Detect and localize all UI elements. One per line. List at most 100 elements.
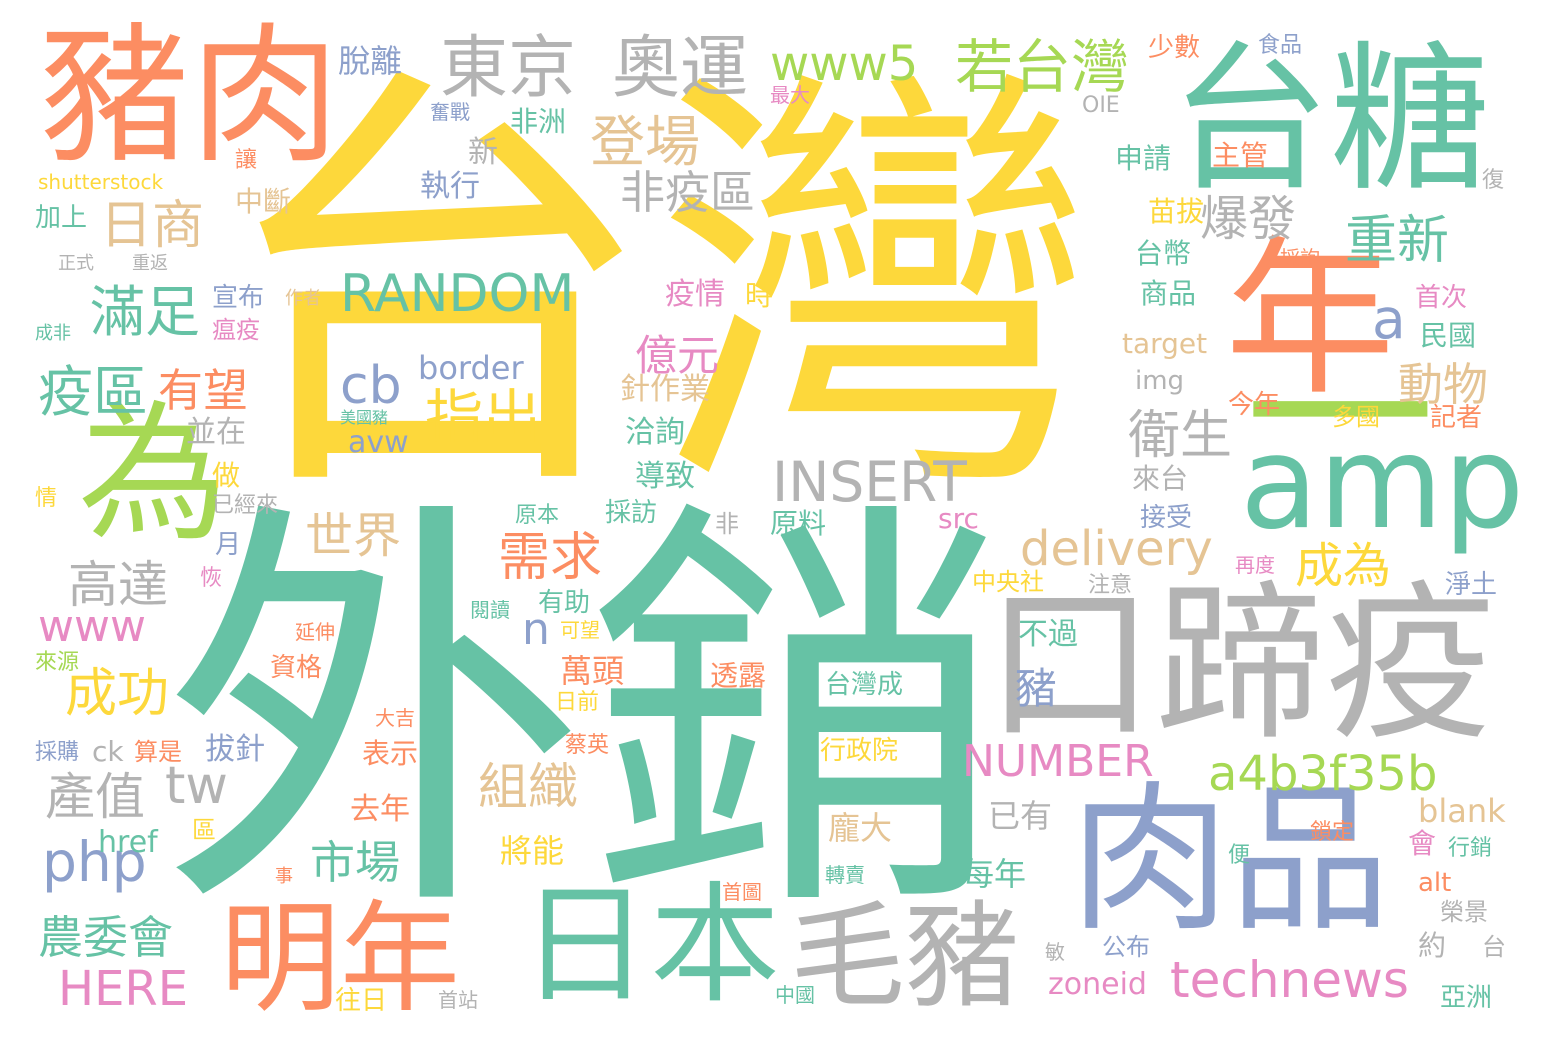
word-n: n [522, 604, 550, 655]
word-delivery: delivery [1020, 521, 1213, 577]
word-become-non: 成非 [35, 323, 71, 344]
word-php: php [42, 830, 147, 894]
word-taiwan: 台灣 [215, 34, 1095, 546]
word-olympics: 奧運 [612, 29, 749, 108]
word-expected: 可望 [560, 618, 600, 642]
word-www: www [38, 601, 146, 652]
word-non: 非 [715, 510, 739, 538]
word-month: 月 [215, 530, 242, 560]
word-restore: 復 [1482, 168, 1505, 193]
word-oie: OIE [1082, 93, 1120, 118]
word-purchase: 採購 [35, 740, 80, 765]
word-break-away: 脫離 [338, 42, 403, 80]
word-cb: cb [340, 356, 402, 416]
word-href: href [98, 825, 158, 860]
word-success: 成功 [65, 664, 170, 724]
word-this-year: 今年 [1228, 390, 1281, 420]
word-plague: 瘟疫 [212, 316, 260, 344]
word-organization: 組織 [478, 758, 578, 816]
word-will: 會 [1408, 827, 1437, 860]
word-again: 重新 [1345, 211, 1450, 271]
word-extend: 延伸 [295, 620, 335, 644]
word-become: 成為 [1295, 538, 1392, 594]
word-authority: 主管 [1212, 139, 1269, 172]
word-output-value: 產值 [45, 768, 145, 826]
word-new: 新 [468, 135, 498, 170]
word-blank: blank [1418, 792, 1506, 830]
word-minority: 少數 [1148, 33, 1201, 63]
word-epidemic-zone: 疫區 [38, 360, 149, 424]
word-us-pork: 美國豬 [340, 408, 389, 427]
word-reveal: 透露 [710, 659, 767, 692]
word-avw: avw [348, 425, 409, 460]
word-tai: 台 [1482, 933, 1506, 961]
word-hog: 毛豬 [790, 890, 1021, 1024]
word-zoneid: zoneid [1048, 967, 1147, 1002]
word-raw-material: 原料 [770, 507, 827, 540]
word-health: 衛生 [1128, 406, 1233, 466]
word-cause: 導致 [635, 459, 695, 494]
word-sensitive: 敏 [1045, 940, 1065, 964]
word-originally: 原本 [515, 503, 560, 528]
word-yi: 一 [1245, 307, 1436, 528]
word-apply: 申請 [1115, 142, 1172, 175]
word-first-image: 首圖 [722, 880, 762, 904]
word-district: 區 [192, 816, 216, 844]
word-huge: 龐大 [828, 809, 893, 847]
word-roc: 民國 [1420, 319, 1477, 352]
word-amp: amp [1240, 409, 1525, 558]
word-point-out: 指出 [425, 383, 542, 451]
word-animal: 動物 [1398, 358, 1489, 411]
word-up-to: 高達 [68, 556, 168, 614]
word-read: 閱讀 [470, 598, 510, 622]
word-epidemic: 疫情 [665, 277, 725, 312]
word-demand: 需求 [498, 528, 603, 588]
word-recover: 恢 [200, 566, 223, 591]
word-billion: 億元 [635, 331, 720, 380]
word-a: a [1372, 287, 1406, 351]
word-marketing: 行銷 [1448, 836, 1493, 861]
word-already-came: 已經來 [212, 493, 279, 518]
word-africa: 非洲 [510, 105, 567, 138]
word-hopeful: 有望 [158, 364, 249, 417]
word-japanese-firm: 日商 [100, 196, 205, 256]
word-pork: 豬肉 [40, 10, 341, 184]
word-commodity: 商品 [1140, 277, 1197, 310]
word-ten-thousand-head: 萬頭 [560, 652, 625, 690]
word-world: 世界 [305, 508, 402, 564]
word-battle: 奮戰 [430, 100, 470, 124]
word-resell: 轉賣 [825, 863, 865, 887]
word-interview: 採訪 [605, 498, 658, 528]
word-good-luck: 大吉 [375, 706, 415, 730]
word-once-again: 再度 [1235, 553, 1275, 577]
word-vaccine-stop: 拔針 [205, 732, 265, 767]
word-coa: 農委會 [38, 911, 174, 964]
word-insert: INSERT [772, 450, 967, 514]
word-official: 正式 [58, 253, 94, 274]
word-food: 食品 [1258, 33, 1303, 58]
word-vaccine-withdraw: 苗拔 [1148, 195, 1205, 228]
word-reporter: 記者 [1430, 403, 1483, 433]
word-wei: 為 [78, 388, 229, 562]
word-attention: 注意 [1088, 573, 1133, 598]
word-largest: 最大 [770, 83, 810, 107]
word-taiwan-become: 台灣成 [825, 670, 904, 700]
word-technews: technews [1170, 951, 1409, 1009]
word-announce: 宣布 [212, 283, 265, 313]
word-ntd: 台幣 [1135, 237, 1192, 270]
word-already-have: 已有 [988, 797, 1053, 835]
word-random: RANDOM [340, 264, 575, 324]
word-return: 重返 [132, 253, 168, 274]
word-tokyo: 東京 [440, 29, 577, 108]
word-debut: 登場 [590, 110, 701, 174]
word-needle-operation: 針作業 [620, 372, 710, 407]
word-www5: www5 [770, 36, 919, 92]
word-if-taiwan: 若台灣 [955, 33, 1130, 101]
word-tw: tw [165, 756, 228, 816]
word-asia: 亞洲 [1440, 983, 1493, 1013]
word-source: 來源 [35, 650, 80, 675]
word-alt: alt [1418, 868, 1452, 898]
word-img: img [1135, 366, 1185, 396]
word-about: 約 [1418, 929, 1447, 962]
